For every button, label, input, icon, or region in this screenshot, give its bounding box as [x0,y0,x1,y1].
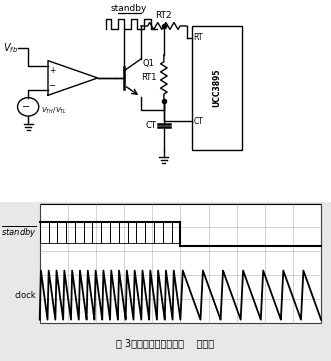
Text: RT: RT [194,33,203,42]
Text: Q1: Q1 [142,59,154,68]
Text: clock: clock [15,291,36,300]
Text: RT1: RT1 [141,74,157,82]
Text: −: − [23,102,30,112]
Bar [40,204,321,323]
Text: −: − [48,81,56,90]
Text: $V_{fb}$: $V_{fb}$ [3,41,18,55]
Text: $V_{TH}/V_{TL}$: $V_{TH}/V_{TL}$ [41,106,67,116]
Text: standby: standby [111,4,147,13]
Text: +: + [49,66,55,75]
Text: CT: CT [146,121,157,130]
Bar [192,26,242,150]
Text: $\overline{standby}$: $\overline{standby}$ [1,224,36,240]
Text: RT2: RT2 [156,10,172,19]
Text: UCC3895: UCC3895 [212,69,221,107]
Text: CT: CT [194,117,204,126]
Text: 图 3时钟频率突降实现电    钟波形: 图 3时钟频率突降实现电 钟波形 [117,338,214,348]
